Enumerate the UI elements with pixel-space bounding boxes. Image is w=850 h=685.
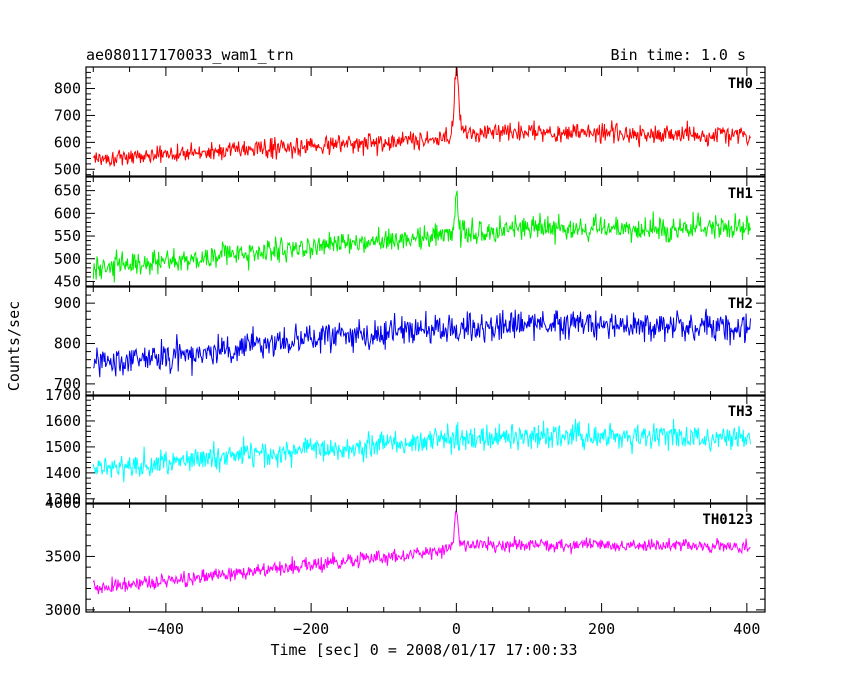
panel-label-th3: TH3: [728, 404, 753, 420]
y-tick-label: 800: [54, 80, 81, 98]
y-tick-label: 1300: [45, 490, 81, 508]
panel-th0123: 3000 3500 4000 TH0123: [45, 494, 766, 619]
panel-frame: [85, 394, 766, 505]
panels-group: 500 600 700 800 TH0 450 500 550 600 650 TH1 700 800 9…: [45, 66, 766, 619]
panel-th2: 700 800 900 TH2: [54, 286, 766, 397]
x-axis-label: Time [sec] 0 = 2008/01/17 17:00:33: [270, 641, 577, 659]
y-tick-label: 700: [54, 375, 81, 393]
x-tick-label: −400: [148, 620, 184, 638]
series-line-th2: [92, 308, 751, 378]
panel-th0: 500 600 700 800 TH0: [54, 66, 766, 178]
panel-label-th0123: TH0123: [702, 512, 753, 528]
y-tick-label: 3500: [45, 547, 81, 565]
x-tick-label: 400: [733, 620, 760, 638]
y-tick-label: 1600: [45, 412, 81, 430]
panel-th3: 1300 1400 1500 1600 1700 TH3: [45, 386, 766, 508]
series-line-th0123: [92, 510, 751, 595]
series-line-th0: [92, 67, 751, 168]
panel-frame: [85, 502, 766, 613]
y-tick-label: 900: [54, 294, 81, 312]
y-tick-label: 1400: [45, 464, 81, 482]
panel-label-th0: TH0: [728, 76, 753, 92]
x-axis: −400 −200 0 200 400: [148, 620, 761, 638]
chart-title: ae080117170033_wam1_trn: [86, 46, 294, 64]
y-tick-label: 550: [54, 227, 81, 245]
y-tick-label: 3000: [45, 601, 81, 619]
x-tick-label: 200: [588, 620, 615, 638]
x-tick-label: −200: [293, 620, 329, 638]
panel-label-th2: TH2: [728, 296, 753, 312]
y-tick-label: 650: [54, 182, 81, 200]
series-line-th1: [92, 190, 751, 283]
bin-time-label: Bin time: 1.0 s: [611, 46, 746, 64]
y-tick-label: 500: [54, 250, 81, 268]
x-tick-label: 0: [452, 620, 461, 638]
y-tick-label: 500: [54, 160, 81, 178]
panel-frame: [85, 66, 766, 177]
y-tick-label: 700: [54, 106, 81, 124]
series-line-th3: [92, 418, 751, 483]
y-tick-label: 1500: [45, 438, 81, 456]
panel-frame: [85, 286, 766, 397]
y-tick-label: 1700: [45, 386, 81, 404]
y-tick-label: 800: [54, 335, 81, 353]
panel-label-th1: TH1: [728, 186, 753, 202]
y-tick-label: 450: [54, 272, 81, 290]
y-tick-label: 600: [54, 133, 81, 151]
panel-th1: 450 500 550 600 650 TH1: [54, 176, 766, 290]
y-tick-label: 600: [54, 204, 81, 222]
y-tick-label: 4000: [45, 494, 81, 512]
y-axis-label: Counts/sec: [5, 301, 23, 391]
